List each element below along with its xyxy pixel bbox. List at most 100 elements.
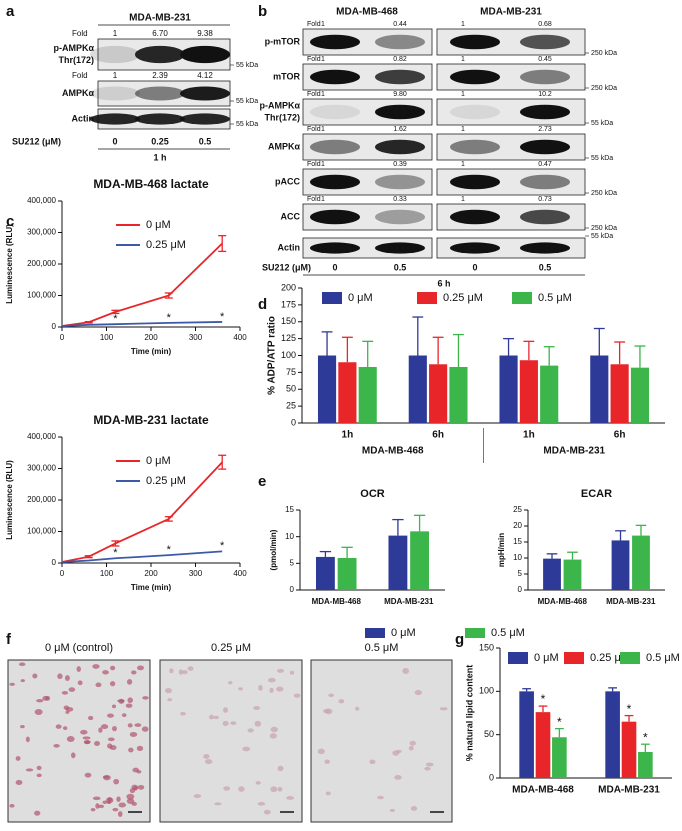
cell: [389, 808, 395, 813]
y-tick-label: 25: [513, 505, 522, 514]
cell: [369, 759, 376, 765]
annotation: *: [167, 544, 172, 556]
y-tick-label: 175: [281, 299, 296, 309]
micrograph-title: 0 μM (control): [45, 642, 113, 654]
blot-row-label: Actin: [278, 242, 301, 252]
band: [180, 86, 230, 101]
bar: [632, 535, 650, 590]
kda-label: 55 kDa: [236, 62, 258, 69]
x-tick-label: MDA-MB-468: [312, 597, 362, 606]
kda-label: 250 kDa: [591, 190, 617, 197]
y-tick-label: 50: [286, 384, 296, 394]
legend-swatch: [564, 652, 584, 664]
x-tick-label: MDA-MB-231: [606, 597, 656, 606]
cell: [181, 670, 188, 675]
cell: [408, 745, 414, 751]
y-tick-label: 0: [489, 772, 494, 782]
x-axis-label: Time (min): [131, 347, 172, 356]
cell: [109, 745, 117, 751]
group-label: MDA-MB-468: [362, 446, 424, 457]
time-label: 1 h: [153, 152, 166, 162]
fold-value: 9.80: [393, 91, 407, 98]
cell: [66, 736, 75, 742]
fold-value: 0.45: [538, 56, 552, 63]
treatment-label: SU212 (μM): [12, 136, 61, 146]
cell: [355, 706, 360, 711]
band: [310, 34, 360, 50]
cell: [230, 721, 237, 725]
cell: [267, 677, 276, 683]
legend-swatch: [620, 652, 640, 664]
band: [520, 209, 570, 225]
band: [375, 242, 425, 254]
annotation: *: [220, 540, 225, 552]
y-tick-label: 200,000: [27, 495, 56, 504]
band: [520, 69, 570, 85]
cell: [187, 666, 194, 671]
bar: [638, 752, 653, 778]
cell: [169, 668, 174, 674]
data-line: [61, 550, 223, 563]
cell: [112, 807, 119, 812]
band: [375, 104, 425, 120]
kda-label: 250 kDa: [591, 50, 617, 57]
cell: [57, 673, 63, 680]
fold-value: 1: [461, 126, 465, 133]
x-tick-label: MDA-MB-231: [384, 597, 434, 606]
bar: [590, 355, 609, 423]
cell: [293, 693, 301, 698]
fold-value: 0.73: [538, 196, 552, 203]
cell: [105, 797, 114, 804]
blot-row-label: Thr(172): [264, 112, 300, 122]
panel-label: b: [258, 3, 267, 20]
cell: [87, 715, 94, 721]
band: [310, 104, 360, 120]
x-tick-label: 1h: [342, 430, 354, 441]
legend-label: 0.25 μM: [590, 652, 630, 664]
legend-label: 0.5 μM: [491, 627, 525, 639]
fold-value: 1: [321, 91, 325, 98]
legend-swatch: [322, 292, 342, 304]
time-label: 6 h: [437, 278, 450, 288]
kda-label: 250 kDa: [591, 85, 617, 92]
y-tick-label: 200,000: [27, 259, 56, 268]
bar: [605, 691, 620, 778]
cell: [9, 803, 15, 808]
fold-value: 1: [461, 21, 465, 28]
y-axis-label: mpH/min: [497, 533, 506, 567]
y-tick-label: 25: [286, 401, 296, 411]
panel-label: f: [6, 631, 12, 648]
bar: [543, 558, 561, 590]
cell: [95, 682, 102, 688]
cell: [424, 766, 431, 771]
cell: [83, 739, 91, 745]
y-tick-label: 150: [281, 316, 296, 326]
cell: [141, 726, 149, 732]
cell: [18, 662, 26, 667]
cell: [238, 786, 245, 792]
fold-value: 9.38: [197, 29, 213, 38]
x-tick-label: 6h: [614, 430, 626, 441]
cell: [277, 765, 284, 772]
data-line: [61, 461, 223, 563]
x-tick-label: 6h: [432, 430, 444, 441]
y-tick-label: 100,000: [27, 291, 56, 300]
fold-value: 1: [321, 21, 325, 28]
chart-title: MDA-MB-231 lactate: [93, 413, 209, 427]
cell: [204, 759, 213, 765]
cell: [98, 727, 103, 733]
blot-row-label: mTOR: [273, 71, 300, 81]
data-line: [61, 321, 223, 327]
band: [310, 139, 360, 155]
legend-label: 0.25 μM: [443, 292, 483, 304]
cell: [410, 806, 418, 811]
fold-label: Fold: [307, 196, 321, 203]
cell: [167, 698, 173, 702]
bar: [315, 556, 335, 590]
blot-row-label: p-AMPKα: [53, 43, 94, 53]
lane-label: 0.5: [199, 136, 212, 146]
bar: [519, 360, 538, 423]
annotation: *: [167, 312, 172, 324]
y-tick-label: 200: [281, 282, 296, 292]
kda-label: 55 kDa: [591, 233, 613, 240]
